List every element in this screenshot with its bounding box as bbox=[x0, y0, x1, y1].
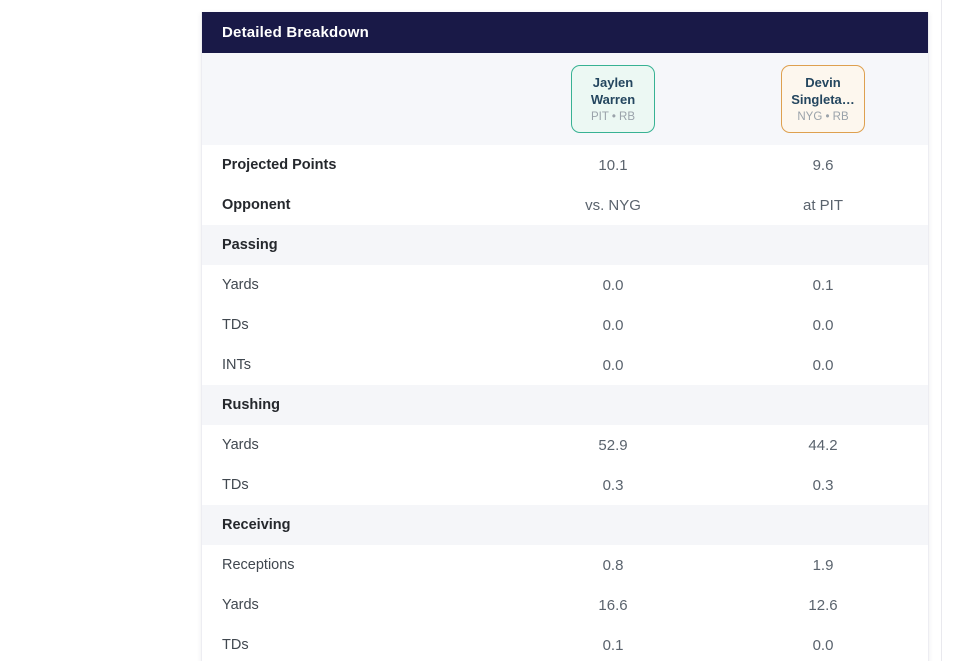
player-team-position: NYG • RB bbox=[797, 111, 849, 124]
stat-row-opponent: Opponent vs. NYG at PIT bbox=[202, 185, 928, 225]
section-row-passing: Passing bbox=[202, 225, 928, 265]
stat-row-rushing-yards: Yards 52.9 44.2 bbox=[202, 425, 928, 465]
stat-value-player2: 1.9 bbox=[812, 556, 834, 574]
player-last-name: Singleta… bbox=[791, 91, 855, 107]
player-column-1: Jaylen Warren PIT • RB bbox=[508, 64, 718, 134]
stat-value-player2: 9.6 bbox=[812, 156, 834, 174]
section-label: Receiving bbox=[222, 517, 291, 533]
stat-row-passing-ints: INTs 0.0 0.0 bbox=[202, 345, 928, 385]
stat-value-player1: 10.1 bbox=[598, 156, 628, 174]
stat-label: Yards bbox=[222, 277, 259, 293]
stat-label: Projected Points bbox=[222, 157, 337, 173]
stat-row-receiving-receptions: Receptions 0.8 1.9 bbox=[202, 545, 928, 585]
stat-row-passing-tds: TDs 0.0 0.0 bbox=[202, 305, 928, 345]
section-label: Passing bbox=[222, 237, 278, 253]
player-last-name: Warren bbox=[590, 91, 636, 107]
stat-value-player1: vs. NYG bbox=[585, 196, 641, 214]
player-chip-jaylen-warren[interactable]: Jaylen Warren PIT • RB bbox=[571, 64, 655, 134]
stat-label: INTs bbox=[222, 357, 251, 373]
detailed-breakdown-card: Detailed Breakdown Jaylen Warren PIT • R… bbox=[201, 12, 929, 661]
stat-value-player2: 0.1 bbox=[812, 276, 834, 294]
stat-label: Yards bbox=[222, 437, 259, 453]
stat-value-player2: 0.0 bbox=[812, 316, 834, 334]
stat-value-player2: at PIT bbox=[802, 196, 843, 214]
stat-label: TDs bbox=[222, 317, 249, 333]
stat-value-player2: 12.6 bbox=[808, 596, 838, 614]
stat-label: Yards bbox=[222, 597, 259, 613]
player-header-row: Jaylen Warren PIT • RB Devin Singleta… N… bbox=[202, 53, 928, 145]
stat-value-player2: 44.2 bbox=[808, 436, 838, 454]
stat-value-player2: 0.0 bbox=[812, 356, 834, 374]
stat-label: Opponent bbox=[222, 197, 291, 213]
stat-row-receiving-tds: TDs 0.1 0.0 bbox=[202, 625, 928, 661]
stat-value-player1: 52.9 bbox=[598, 436, 628, 454]
stat-value-player2: 0.0 bbox=[812, 636, 834, 654]
card-title: Detailed Breakdown bbox=[222, 24, 369, 41]
stat-row-rushing-tds: TDs 0.3 0.3 bbox=[202, 465, 928, 505]
stat-row-receiving-yards: Yards 16.6 12.6 bbox=[202, 585, 928, 625]
player-column-2: Devin Singleta… NYG • RB bbox=[718, 64, 928, 134]
player-first-name: Devin bbox=[805, 74, 841, 90]
section-label: Rushing bbox=[222, 397, 280, 413]
scrollbar-track-divider bbox=[941, 0, 942, 661]
section-row-rushing: Rushing bbox=[202, 385, 928, 425]
stat-value-player2: 0.3 bbox=[812, 476, 834, 494]
player-team-position: PIT • RB bbox=[590, 111, 636, 124]
player-chip-devin-singletary[interactable]: Devin Singleta… NYG • RB bbox=[781, 64, 865, 134]
stat-value-player1: 0.1 bbox=[602, 636, 624, 654]
section-row-receiving: Receiving bbox=[202, 505, 928, 545]
player-first-name: Jaylen bbox=[592, 74, 634, 90]
stat-value-player1: 0.3 bbox=[602, 476, 624, 494]
stat-value-player1: 0.0 bbox=[602, 276, 624, 294]
stat-row-passing-yards: Yards 0.0 0.1 bbox=[202, 265, 928, 305]
stat-value-player1: 16.6 bbox=[598, 596, 628, 614]
stat-label: TDs bbox=[222, 637, 249, 653]
stat-row-projected-points: Projected Points 10.1 9.6 bbox=[202, 145, 928, 185]
stat-value-player1: 0.0 bbox=[602, 356, 624, 374]
stat-value-player1: 0.0 bbox=[602, 316, 624, 334]
stat-value-player1: 0.8 bbox=[602, 556, 624, 574]
stat-label: Receptions bbox=[222, 557, 295, 573]
card-header: Detailed Breakdown bbox=[202, 12, 928, 53]
stat-label: TDs bbox=[222, 477, 249, 493]
